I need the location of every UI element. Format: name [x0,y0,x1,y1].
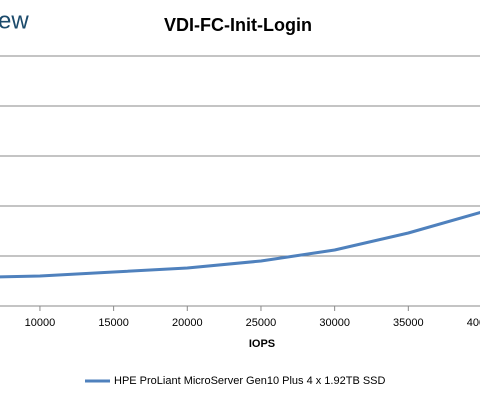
x-tick-label: 15000 [98,317,129,329]
x-tick-label: 40000 [467,317,480,329]
x-tick-label: 35000 [393,317,424,329]
x-tick-label: 30000 [319,317,350,329]
chart-title: VDI-FC-Init-Login [164,15,312,35]
legend-label: HPE ProLiant MicroServer Gen10 Plus 4 x … [114,375,386,387]
logo: ew [0,7,29,34]
x-tick-label: 10000 [25,317,56,329]
x-tick-label: 20000 [172,317,203,329]
x-tick-label: 25000 [246,317,277,329]
x-axis-label: IOPS [249,338,275,350]
series-line [0,211,480,279]
